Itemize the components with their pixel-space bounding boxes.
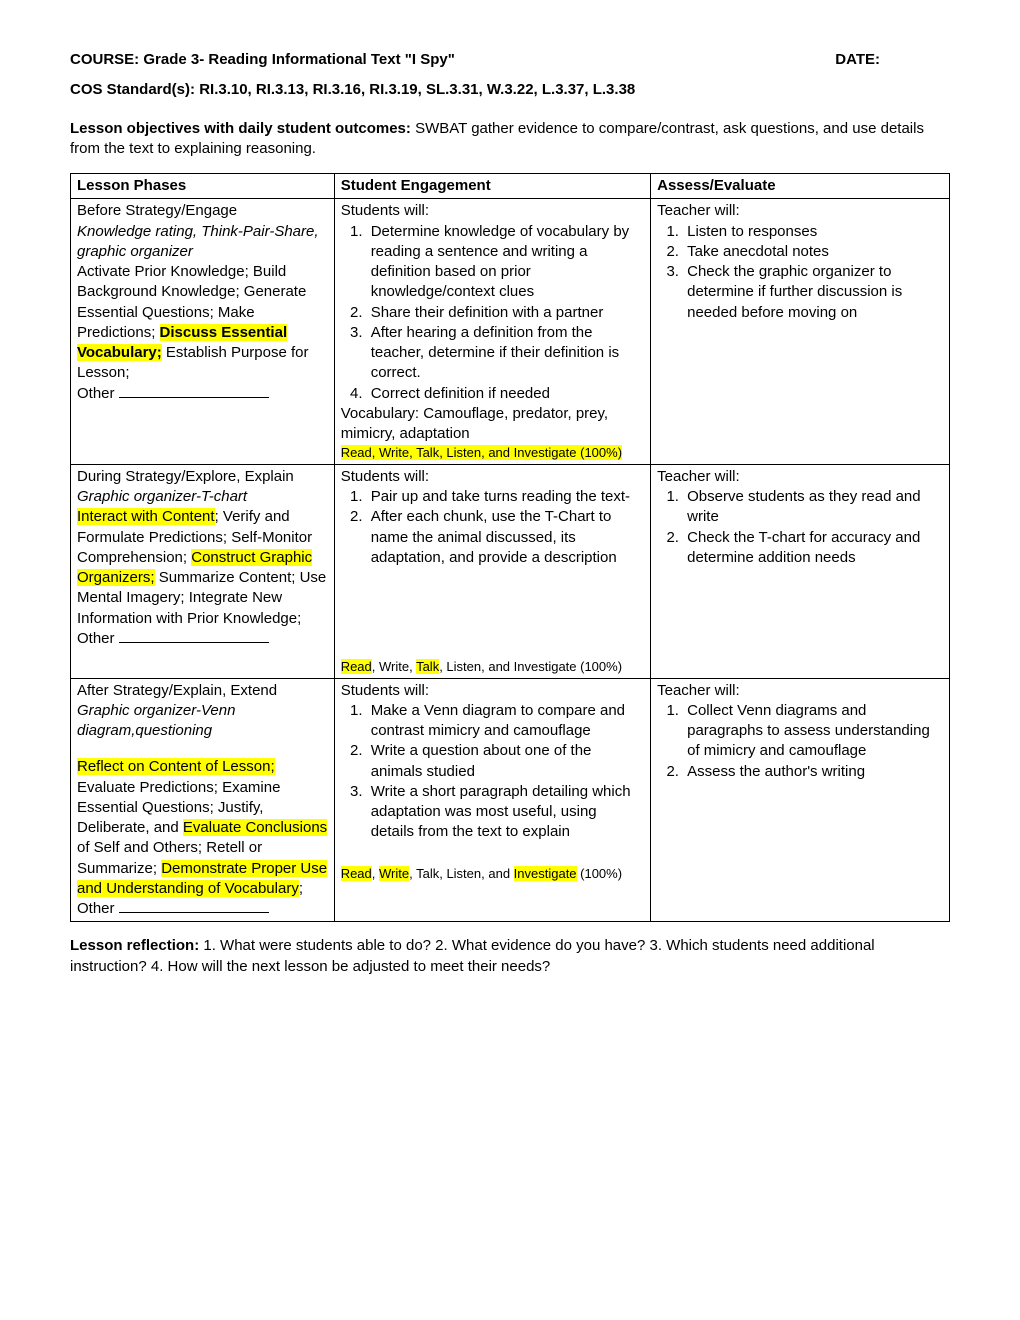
phase-hl: Interact with Content <box>77 508 215 525</box>
th-assess: Assess/Evaluate <box>651 174 950 199</box>
engagement-list: Make a Venn diagram to compare and contr… <box>367 701 644 843</box>
date-label: DATE: <box>835 50 950 70</box>
engagement-footer: Read, Write, Talk, Listen, and Investiga… <box>341 658 644 676</box>
teacher-will: Teacher will: <box>657 681 943 701</box>
list-item: Check the T-chart for accuracy and deter… <box>683 528 943 569</box>
phase-other: Other <box>77 629 328 649</box>
assess-list: Listen to responses Take anecdotal notes… <box>683 222 943 323</box>
students-will: Students will: <box>341 201 644 221</box>
engagement-cell: Students will: Determine knowledge of vo… <box>334 199 650 465</box>
list-item: Listen to responses <box>683 222 943 242</box>
assess-cell: Teacher will: Listen to responses Take a… <box>651 199 950 465</box>
lesson-reflection: Lesson reflection: 1. What were students… <box>70 936 950 977</box>
phase-other: Other <box>77 384 328 404</box>
list-item: Make a Venn diagram to compare and contr… <box>367 701 644 742</box>
assess-cell: Teacher will: Collect Venn diagrams and … <box>651 678 950 922</box>
engagement-list: Determine knowledge of vocabulary by rea… <box>367 222 644 404</box>
phase-hl: Reflect on Content of Lesson; <box>77 758 275 775</box>
th-phases: Lesson Phases <box>71 174 335 199</box>
engagement-list: Pair up and take turns reading the text-… <box>367 487 644 568</box>
cos-line: COS Standard(s): RI.3.10, RI.3.13, RI.3.… <box>70 80 950 100</box>
blank-line <box>119 397 269 398</box>
course-line: COURSE: Grade 3- Reading Informational T… <box>70 50 455 70</box>
engagement-cell: Students will: Pair up and take turns re… <box>334 464 650 678</box>
table-header-row: Lesson Phases Student Engagement Assess/… <box>71 174 950 199</box>
teacher-will: Teacher will: <box>657 201 943 221</box>
phase-title: Before Strategy/Engage <box>77 201 328 221</box>
teacher-will: Teacher will: <box>657 467 943 487</box>
list-item: Correct definition if needed <box>367 384 644 404</box>
engagement-cell: Students will: Make a Venn diagram to co… <box>334 678 650 922</box>
objectives: Lesson objectives with daily student out… <box>70 119 950 160</box>
phase-cell: During Strategy/Explore, Explain Graphic… <box>71 464 335 678</box>
table-row: After Strategy/Explain, Extend Graphic o… <box>71 678 950 922</box>
course-value: Grade 3- Reading Informational Text "I S… <box>143 51 455 68</box>
vocab-line: Vocabulary: Camouflage, predator, prey, … <box>341 404 644 445</box>
phase-title: During Strategy/Explore, Explain <box>77 467 328 487</box>
phase-cell: Before Strategy/Engage Knowledge rating,… <box>71 199 335 465</box>
assess-list: Observe students as they read and write … <box>683 487 943 568</box>
list-item: Write a short paragraph detailing which … <box>367 782 644 843</box>
list-item: After each chunk, use the T-Chart to nam… <box>367 507 644 568</box>
assess-cell: Teacher will: Observe students as they r… <box>651 464 950 678</box>
engagement-footer: Read, Write, Talk, Listen, and Investiga… <box>341 865 644 883</box>
list-item: Share their definition with a partner <box>367 303 644 323</box>
list-item: After hearing a definition from the teac… <box>367 323 644 384</box>
table-row: During Strategy/Explore, Explain Graphic… <box>71 464 950 678</box>
list-item: Collect Venn diagrams and paragraphs to … <box>683 701 943 762</box>
phase-body: ; <box>299 880 303 897</box>
engagement-footer: Read, Write, Talk, Listen, and Investiga… <box>341 444 644 462</box>
blank-line <box>119 912 269 913</box>
list-item: Pair up and take turns reading the text- <box>367 487 644 507</box>
list-item: Check the graphic organizer to determine… <box>683 262 943 323</box>
assess-list: Collect Venn diagrams and paragraphs to … <box>683 701 943 782</box>
cos-value: RI.3.10, RI.3.13, RI.3.16, RI.3.19, SL.3… <box>199 81 635 98</box>
list-item: Write a question about one of the animal… <box>367 741 644 782</box>
list-item: Take anecdotal notes <box>683 242 943 262</box>
phase-other: Other <box>77 899 328 919</box>
reflection-label: Lesson reflection: <box>70 937 199 954</box>
course-label: COURSE: <box>70 51 139 68</box>
header-row: COURSE: Grade 3- Reading Informational T… <box>70 50 950 70</box>
phase-subtitle: Graphic organizer-T-chart <box>77 487 328 507</box>
list-item: Assess the author's writing <box>683 762 943 782</box>
phase-cell: After Strategy/Explain, Extend Graphic o… <box>71 678 335 922</box>
phase-title: After Strategy/Explain, Extend <box>77 681 328 701</box>
students-will: Students will: <box>341 467 644 487</box>
lesson-table: Lesson Phases Student Engagement Assess/… <box>70 173 950 922</box>
cos-label: COS Standard(s): <box>70 81 195 98</box>
students-will: Students will: <box>341 681 644 701</box>
th-engagement: Student Engagement <box>334 174 650 199</box>
obj-label: Lesson objectives with daily student out… <box>70 120 411 137</box>
table-row: Before Strategy/Engage Knowledge rating,… <box>71 199 950 465</box>
phase-hl: Evaluate Conclusions <box>183 819 327 836</box>
list-item: Observe students as they read and write <box>683 487 943 528</box>
list-item: Determine knowledge of vocabulary by rea… <box>367 222 644 303</box>
phase-subtitle: Graphic organizer-Venn diagram,questioni… <box>77 701 328 742</box>
blank-line <box>119 642 269 643</box>
phase-subtitle: Knowledge rating, Think-Pair-Share, grap… <box>77 222 328 263</box>
